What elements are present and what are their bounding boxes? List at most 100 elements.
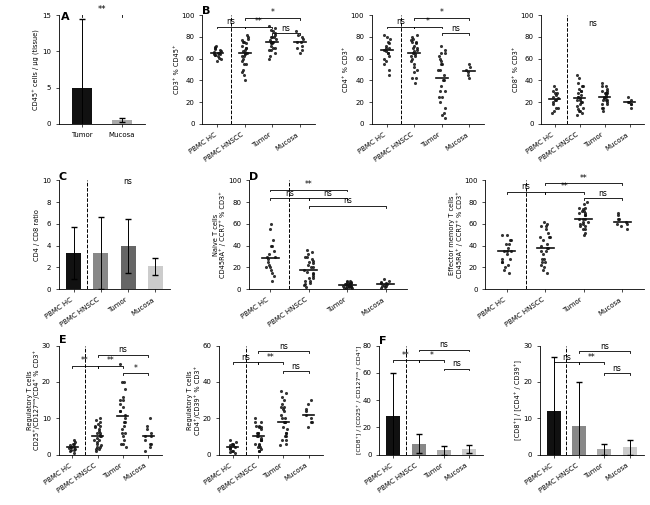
Point (436, 49, 446, 57)
Point (240, 46, 250, 54)
Point (300, 276, 311, 284)
Bar (66, 254, 81, 289)
Point (338, 282, 348, 290)
Point (577, 109, 587, 117)
Point (306, 414, 317, 422)
Text: **: ** (98, 5, 106, 14)
Point (575, 222, 586, 230)
Point (573, 105, 583, 113)
Point (267, 39, 278, 47)
Point (440, 87, 450, 95)
Text: ns: ns (612, 364, 621, 373)
Point (378, 46, 389, 54)
Point (307, 255, 317, 263)
Point (70, 443, 80, 451)
Point (408, 35, 418, 43)
Point (250, 439, 261, 447)
Point (96, 441, 106, 449)
Text: **: ** (588, 352, 595, 362)
Point (435, 55, 445, 63)
Point (237, 57, 248, 65)
Point (345, 279, 356, 287)
Point (265, 53, 276, 61)
Point (613, 211, 623, 219)
Point (90, 423, 100, 431)
Point (542, 220, 552, 228)
Bar (411, 443, 426, 454)
Point (118, 418, 129, 426)
Point (436, 82, 447, 90)
Point (574, 85, 584, 93)
Point (346, 283, 356, 291)
Point (296, 38, 306, 46)
Point (440, 49, 450, 57)
Text: *: * (429, 351, 433, 360)
Point (381, 57, 391, 65)
Point (437, 93, 447, 101)
Text: C: C (58, 172, 66, 182)
Point (345, 279, 356, 287)
Point (583, 218, 593, 226)
Text: ns: ns (324, 189, 332, 198)
Point (535, 233, 545, 241)
Point (541, 239, 552, 247)
Point (599, 94, 609, 102)
Point (601, 93, 611, 101)
Point (438, 76, 448, 84)
Point (263, 255, 273, 263)
Point (300, 280, 311, 288)
Point (497, 255, 508, 263)
Point (280, 432, 291, 440)
Point (412, 46, 423, 54)
Point (623, 98, 633, 106)
Point (270, 24, 281, 32)
Text: B: B (202, 7, 211, 17)
Point (302, 252, 312, 261)
Point (237, 41, 247, 49)
Point (276, 387, 286, 395)
Point (436, 60, 446, 68)
Point (308, 274, 318, 282)
Point (121, 443, 131, 451)
Point (549, 82, 559, 90)
Point (115, 407, 125, 415)
Point (146, 439, 156, 447)
Point (303, 261, 313, 269)
Point (613, 209, 623, 217)
Point (281, 389, 291, 397)
Point (118, 432, 128, 440)
Text: **: ** (81, 357, 89, 365)
Point (117, 378, 127, 386)
Point (214, 54, 224, 62)
Point (577, 98, 588, 106)
Text: ns: ns (227, 17, 235, 26)
Point (436, 41, 446, 49)
Point (256, 445, 266, 453)
Point (464, 60, 474, 68)
Point (437, 111, 447, 119)
Point (270, 31, 281, 39)
Point (439, 115, 450, 123)
Point (115, 439, 125, 447)
Point (540, 258, 550, 266)
Point (305, 279, 315, 287)
Text: ns: ns (451, 24, 460, 32)
Point (302, 246, 312, 254)
Point (409, 60, 419, 68)
Point (307, 248, 317, 256)
Point (92, 420, 103, 428)
Point (266, 39, 276, 47)
Point (254, 422, 264, 430)
Point (574, 204, 584, 212)
Point (578, 231, 589, 239)
Point (281, 432, 292, 440)
Point (612, 220, 623, 228)
Point (90, 447, 101, 455)
Bar (597, 449, 611, 454)
Point (573, 93, 583, 101)
Point (261, 264, 271, 272)
Point (542, 229, 552, 237)
Point (406, 36, 417, 44)
Point (302, 283, 312, 291)
Point (270, 28, 280, 36)
